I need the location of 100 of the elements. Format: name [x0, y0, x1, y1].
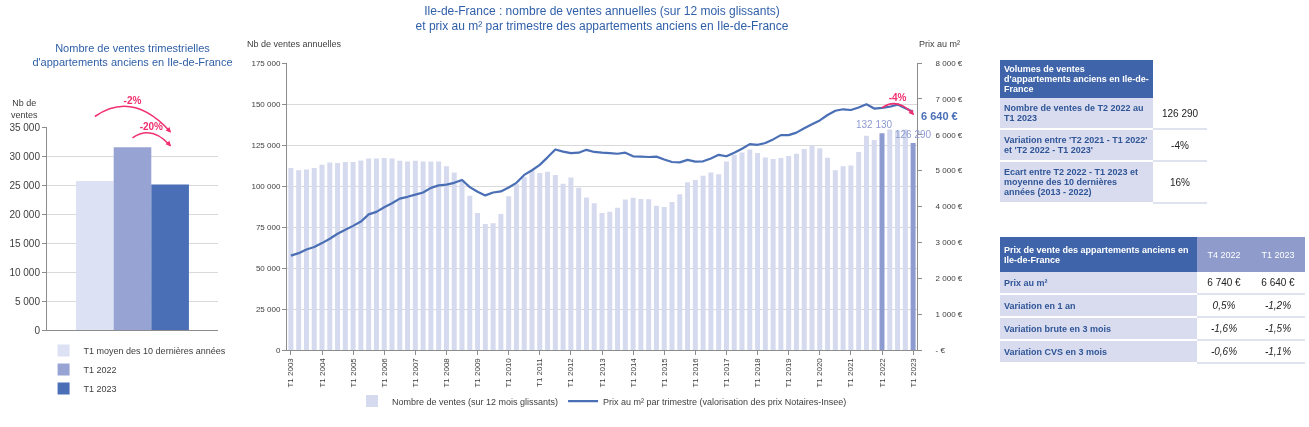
legend-label: Nombre de ventes (sur 12 mois glissants) — [392, 396, 559, 407]
y2-tick-label: 5 000 € — [935, 166, 963, 176]
x-tick-label: T1 2014 — [628, 357, 638, 388]
category-label: Variation entre 'T2 2021 - T1 2022' et 'T2 2022 - T1 2023' — [1000, 129, 1153, 161]
data-label: 6 640 € — [921, 110, 958, 122]
data-label: -1,5% — [1251, 317, 1305, 340]
x-tick-label: T1 2012 — [566, 357, 576, 388]
y2-tick-label: 8 000 € — [935, 58, 963, 68]
y2-tick-label: 1 000 € — [935, 309, 963, 319]
bar — [560, 183, 566, 350]
bar — [296, 170, 302, 350]
y-tick-label: 5 000 — [14, 295, 41, 307]
bar — [358, 160, 364, 350]
bar — [498, 213, 504, 350]
bar — [723, 161, 729, 350]
x-tick-label: T1 2004 — [317, 357, 327, 388]
y-tick-label: 150 000 — [251, 99, 281, 109]
y2-tick-label: 3 000 € — [935, 238, 963, 248]
text: -2% — [123, 95, 142, 107]
bar — [700, 175, 706, 350]
y-tick-label: 15 000 — [9, 237, 41, 249]
category-label: Variation brute en 3 mois — [1000, 317, 1197, 340]
text: T1 2023 — [1251, 237, 1305, 272]
bar — [630, 197, 636, 350]
data-label: -1,1% — [1251, 340, 1305, 363]
bar — [646, 199, 652, 350]
x-tick-label: T1 2021 — [846, 357, 856, 388]
bar — [552, 175, 558, 350]
bar — [373, 158, 379, 350]
bar — [303, 169, 309, 350]
y-tick-label: 30 000 — [9, 150, 41, 162]
bar — [708, 172, 714, 350]
text: Volumes de ventes d'appartements anciens en Ile-de-France — [1000, 60, 1153, 98]
text: 16% — [1169, 176, 1190, 188]
bar — [692, 180, 698, 350]
y-tick-label: 50 000 — [255, 263, 281, 273]
x-tick-label: T1 2003 — [286, 357, 296, 388]
category-label: Ecart entre T2 2022 - T1 2023 et moyenne des 10 dernières années (2013 - 2022) — [1000, 161, 1153, 203]
data-label: 132 130 — [856, 119, 893, 130]
y2-tick-label: 4 000 € — [935, 202, 963, 212]
bar — [770, 159, 776, 350]
bar — [521, 177, 527, 350]
text: T4 2022 — [1197, 237, 1251, 272]
y-tick-label: 100 000 — [251, 181, 281, 191]
bar — [288, 167, 294, 350]
bar — [366, 158, 372, 350]
bar — [335, 163, 341, 350]
y-tick-label: 35 000 — [9, 121, 41, 133]
bar — [747, 149, 753, 350]
annotation: -20% — [139, 121, 164, 133]
bar — [113, 147, 152, 330]
bar — [793, 153, 799, 350]
bar — [801, 148, 807, 350]
bar — [840, 166, 846, 350]
x-tick-label: T1 2016 — [690, 357, 700, 388]
data-label: 0,5% — [1197, 294, 1251, 317]
y-tick-label: 125 000 — [251, 140, 281, 150]
y2-axis-title: Prix au m² — [919, 39, 961, 49]
bar — [591, 203, 597, 350]
annotation: -4% — [888, 91, 907, 103]
y-tick-label: 75 000 — [255, 222, 281, 232]
bar — [405, 161, 411, 350]
y2-tick-label: - € — [935, 345, 946, 355]
bar — [622, 199, 628, 350]
y-axis-title: Nb de ventes annuelles — [247, 39, 342, 49]
x-tick-label: T1 2022 — [877, 357, 887, 388]
bar — [327, 162, 333, 350]
x-tick-label: T1 2018 — [753, 357, 763, 388]
data-label: 6 640 € — [1251, 272, 1305, 294]
bar — [350, 161, 356, 350]
bar — [762, 157, 768, 350]
bar — [856, 152, 862, 350]
bar — [76, 180, 114, 330]
data-label: -0,6% — [1197, 340, 1251, 363]
y2-tick-label: 6 000 € — [935, 130, 963, 140]
x-tick-label: T1 2009 — [473, 357, 483, 388]
bar — [653, 205, 659, 350]
bar — [825, 157, 831, 350]
category-label: Nombre de ventes de T2 2022 au T1 2023 — [1000, 98, 1153, 129]
bar — [778, 158, 784, 350]
legend-label: T1 moyen des 10 dernières années — [83, 346, 226, 357]
y-axis-title: Nb de ventes — [11, 98, 39, 120]
bar — [863, 135, 869, 350]
bar — [436, 161, 442, 350]
bar — [397, 160, 403, 350]
chart-title: Ile-de-France : nombre de ventes annuelles (sur 12 mois glissants) et prix au m² par trimestre des appartements anciens en Ile-de-France — [415, 3, 789, 34]
x-tick-label: T1 2020 — [815, 357, 825, 388]
bar — [537, 172, 543, 350]
bar — [381, 158, 387, 350]
bar — [638, 199, 644, 350]
y2-tick-label: 7 000 € — [935, 94, 963, 104]
y2-tick-label: 2 000 € — [935, 274, 963, 284]
bar — [443, 166, 449, 350]
bar — [568, 177, 574, 350]
bar — [311, 167, 317, 350]
x-tick-label: T1 2010 — [504, 357, 514, 388]
y-tick-label: 0 — [34, 324, 41, 336]
bar — [731, 154, 737, 350]
bar — [817, 148, 823, 350]
category-label: Variation en 1 an — [1000, 294, 1197, 317]
